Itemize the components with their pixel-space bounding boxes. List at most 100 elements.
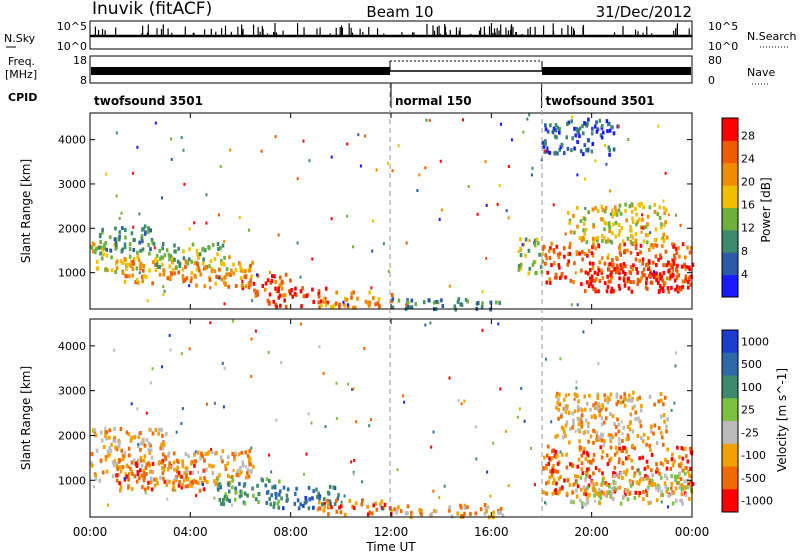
heatmap-cell — [656, 483, 659, 488]
heatmap-cell — [376, 301, 380, 306]
heatmap-cell — [564, 404, 568, 409]
heatmap-cell — [640, 201, 643, 206]
heatmap-cell — [625, 449, 628, 454]
heatmap-cell — [630, 209, 634, 214]
heatmap-cell — [224, 282, 227, 287]
heatmap-cell — [528, 113, 531, 117]
heatmap-cell — [686, 245, 689, 250]
heatmap-cell — [595, 481, 599, 486]
heatmap-cell — [595, 129, 599, 134]
heatmap-cell — [279, 303, 282, 308]
heatmap-cell — [270, 279, 274, 283]
heatmap-cell — [123, 279, 127, 284]
heatmap-cell — [550, 263, 553, 268]
heatmap-cell — [136, 407, 139, 411]
heatmap-cell — [165, 479, 169, 484]
heatmap-cell — [575, 488, 578, 493]
heatmap-cell — [133, 434, 137, 439]
heatmap-cell — [568, 245, 571, 249]
heatmap-cell — [99, 251, 102, 256]
heatmap-cell — [460, 513, 463, 518]
heatmap-cell — [595, 491, 599, 496]
heatmap-cell — [267, 350, 270, 354]
heatmap-cell — [480, 304, 484, 309]
heatmap-cell — [551, 469, 554, 474]
heatmap-cell — [246, 467, 250, 472]
heatmap-cell — [118, 234, 121, 239]
heatmap-cell — [113, 237, 117, 242]
heatmap-cell — [147, 226, 150, 231]
heatmap-cell — [670, 408, 673, 412]
heatmap-cell — [354, 305, 357, 310]
heatmap-cell — [543, 455, 546, 460]
heatmap-cell — [604, 221, 608, 226]
heatmap-cell — [650, 280, 653, 285]
heatmap-cell — [130, 435, 133, 440]
heatmap-cell — [357, 133, 360, 137]
heatmap-cell — [655, 263, 658, 267]
heatmap-cell — [219, 455, 223, 460]
heatmap-cell — [108, 235, 112, 240]
heatmap-cell — [233, 454, 236, 459]
heatmap-cell — [613, 212, 617, 217]
heatmap-cell — [662, 270, 666, 275]
heatmap-cell — [600, 256, 604, 261]
heatmap-cell — [556, 433, 559, 438]
colorbar-tick-label: 16 — [741, 199, 755, 212]
x-tick-label: 04:00 — [173, 525, 208, 539]
heatmap-cell — [216, 477, 220, 481]
heatmap-cell — [653, 238, 657, 243]
heatmap-cell — [105, 430, 108, 435]
heatmap-cell — [624, 397, 627, 402]
heatmap-cell — [618, 457, 621, 462]
heatmap-cell — [567, 120, 571, 125]
heatmap-cell — [339, 510, 343, 515]
heatmap-cell — [571, 411, 574, 416]
heatmap-cell — [545, 502, 548, 506]
heatmap-cell — [156, 259, 159, 264]
heatmap-cell — [633, 471, 637, 476]
heatmap-cell — [626, 236, 630, 241]
heatmap-cell — [583, 217, 587, 222]
heatmap-cell — [322, 297, 326, 302]
heatmap-cell — [410, 510, 413, 515]
heatmap-cell — [619, 252, 622, 257]
heatmap-cell — [120, 211, 123, 215]
heatmap-cell — [96, 266, 100, 271]
heatmap-cell — [537, 241, 540, 246]
heatmap-cell — [642, 205, 645, 210]
heatmap-cell — [165, 248, 169, 253]
heatmap-cell — [548, 456, 551, 461]
heatmap-cell — [146, 299, 149, 303]
heatmap-cell — [266, 278, 270, 283]
heatmap-cell — [175, 430, 178, 434]
heatmap-cell — [598, 413, 602, 418]
colorbar-segment — [722, 352, 738, 376]
heatmap-cell — [677, 480, 681, 485]
heatmap-cell — [636, 397, 639, 402]
heatmap-cell — [623, 445, 626, 450]
heatmap-cell — [622, 275, 626, 280]
heatmap-cell — [638, 419, 641, 424]
heatmap-cell — [246, 471, 249, 476]
heatmap-cell — [661, 244, 664, 249]
heatmap-cell — [664, 249, 668, 254]
heatmap-cell — [557, 255, 561, 260]
heatmap-cell — [609, 239, 612, 243]
heatmap-cell — [293, 501, 297, 506]
heatmap-cell — [637, 493, 641, 498]
heatmap-cell — [268, 292, 272, 297]
cpid-row: CPID twofsound 3501 normal 150 twofsound 3… — [8, 83, 654, 108]
heatmap-cell — [174, 488, 177, 492]
heatmap-cell — [594, 287, 597, 292]
heatmap-cell — [115, 478, 119, 483]
heatmap-cell — [180, 474, 183, 479]
heatmap-cell — [601, 234, 604, 238]
heatmap-cell — [678, 254, 681, 259]
heatmap-cell — [675, 268, 678, 272]
heatmap-cell — [624, 472, 628, 477]
heatmap-cell — [553, 134, 557, 139]
heatmap-cell — [276, 501, 279, 506]
heatmap-cell — [105, 469, 109, 474]
heatmap-cell — [611, 214, 614, 219]
